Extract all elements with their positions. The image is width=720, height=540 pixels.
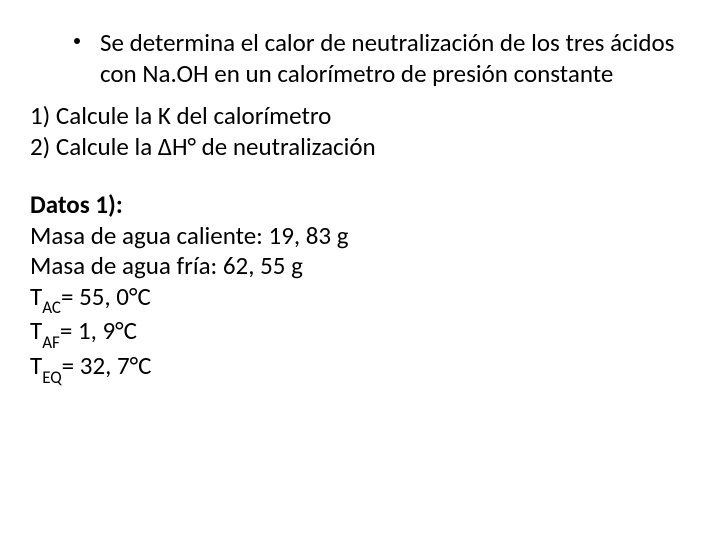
numbered-item-2-text: Calcule la ΔH° de neutralización bbox=[56, 131, 376, 162]
bullet-text: Se determina el calor de neutralización … bbox=[100, 27, 674, 89]
bullet-dot-icon bbox=[74, 38, 80, 44]
tac-pre: T bbox=[30, 281, 42, 312]
datos-line-taf: TAF= 1, 9°C bbox=[30, 316, 690, 351]
numbered-item-2: 2) Calcule la ΔH° de neutralización bbox=[30, 132, 690, 163]
datos-block: Datos 1): Masa de agua caliente: 19, 83 … bbox=[30, 190, 690, 386]
taf-sub: AF bbox=[42, 332, 60, 353]
numbered-item-2-prefix: 2) bbox=[30, 131, 56, 162]
numbered-item-1: 1) Calcule la K del calorímetro bbox=[30, 101, 690, 132]
datos-line-teq: TEQ= 32, 7°C bbox=[30, 351, 690, 386]
taf-pre: T bbox=[30, 315, 42, 346]
bullet-item: Se determina el calor de neutralización … bbox=[30, 28, 690, 89]
teq-rest: = 32, 7°C bbox=[62, 350, 152, 381]
numbered-item-1-text: Calcule la K del calorímetro bbox=[56, 100, 331, 131]
teq-pre: T bbox=[30, 350, 42, 381]
numbered-item-1-prefix: 1) bbox=[30, 100, 56, 131]
datos-heading: Datos 1): bbox=[30, 190, 690, 221]
tac-rest: = 55, 0°C bbox=[61, 281, 151, 312]
taf-rest: = 1, 9°C bbox=[60, 315, 137, 346]
datos-line-tac: TAC= 55, 0°C bbox=[30, 282, 690, 317]
tac-sub: AC bbox=[42, 297, 61, 318]
datos-line-masa-fria: Masa de agua fría: 62, 55 g bbox=[30, 251, 690, 282]
teq-sub: EQ bbox=[42, 367, 61, 388]
numbered-list: 1) Calcule la K del calorímetro 2) Calcu… bbox=[30, 101, 690, 162]
datos-line-masa-caliente: Masa de agua caliente: 19, 83 g bbox=[30, 221, 690, 252]
slide-body: Se determina el calor de neutralización … bbox=[0, 0, 720, 540]
